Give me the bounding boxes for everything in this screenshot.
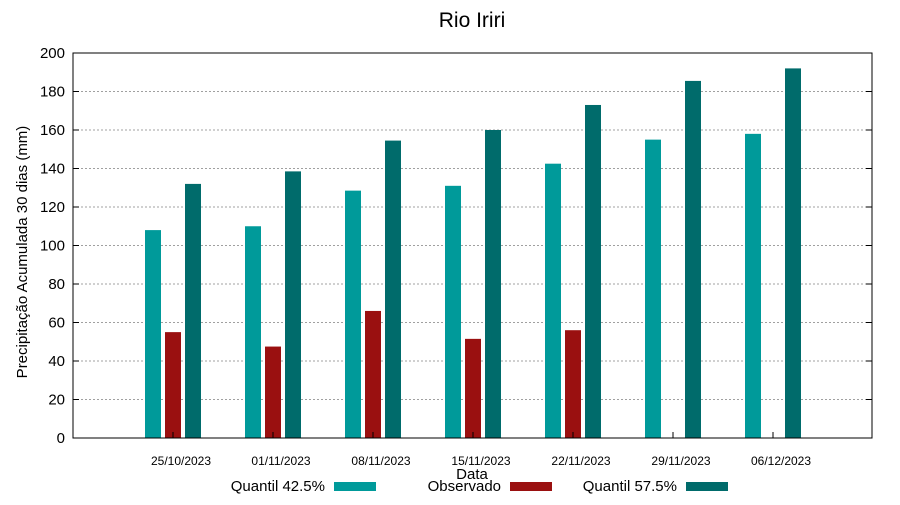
x-axis-ticks: 25/10/2023 01/11/2023 08/11/2023 15/11/2023… <box>151 432 811 468</box>
x-tick-label: 29/11/2023 <box>651 454 710 468</box>
y-tick-label: 100 <box>40 238 65 255</box>
bar-quantil-57-5-2 <box>385 140 401 438</box>
bar-quantil-57-5-0 <box>185 183 201 438</box>
y-axis-ticks: 0 20 40 60 80 100 120 140 160 180 200 <box>40 45 872 447</box>
y-tick-label: 140 <box>40 161 65 178</box>
legend-label: Observado <box>428 478 501 495</box>
x-tick-label: 15/11/2023 <box>451 454 510 468</box>
chart-title: Rio Iriri <box>439 9 506 32</box>
y-tick-label: 200 <box>40 45 65 62</box>
legend: Quantil 42.5% Observado Quantil 57.5% <box>231 478 728 495</box>
bar-quantil-57-5-5 <box>685 80 701 438</box>
bar-quantil-42-5-3 <box>445 185 461 438</box>
legend-label: Quantil 57.5% <box>583 478 677 495</box>
legend-swatch <box>686 482 728 491</box>
legend-label: Quantil 42.5% <box>231 478 325 495</box>
gridlines <box>73 91 872 400</box>
y-tick-label: 180 <box>40 84 65 101</box>
y-tick-label: 160 <box>40 122 65 139</box>
bar-quantil-42-5-1 <box>245 226 261 438</box>
bar-observado-4 <box>565 330 581 438</box>
bars <box>145 68 801 439</box>
bar-quantil-57-5-4 <box>585 104 601 438</box>
bar-quantil-57-5-6 <box>785 68 801 439</box>
x-tick-label: 08/11/2023 <box>351 454 410 468</box>
legend-swatch <box>510 482 552 491</box>
y-axis-label: Precipitação Acumulada 30 dias (mm) <box>14 126 31 379</box>
bar-observado-2 <box>365 310 381 438</box>
bar-observado-1 <box>265 346 281 438</box>
y-tick-label: 20 <box>48 392 65 409</box>
y-tick-label: 0 <box>57 430 65 447</box>
bar-quantil-57-5-3 <box>485 130 501 438</box>
y-tick-label: 80 <box>48 276 65 293</box>
legend-swatch <box>334 482 376 491</box>
x-tick-label: 25/10/2023 <box>151 454 211 468</box>
x-tick-label: 06/12/2023 <box>751 454 811 468</box>
x-tick-label: 22/11/2023 <box>551 454 610 468</box>
bar-observado-0 <box>165 332 181 438</box>
bar-quantil-42-5-4 <box>545 163 561 438</box>
x-tick-label: 01/11/2023 <box>251 454 310 468</box>
bar-quantil-42-5-0 <box>145 230 161 438</box>
y-tick-label: 60 <box>48 315 65 332</box>
x-axis-label: Data <box>456 466 488 483</box>
y-tick-label: 120 <box>40 199 65 216</box>
y-tick-label: 40 <box>48 353 65 370</box>
bar-quantil-42-5-6 <box>745 133 761 438</box>
bar-quantil-42-5-5 <box>645 139 661 438</box>
bar-quantil-42-5-2 <box>345 190 361 438</box>
bar-quantil-57-5-1 <box>285 171 301 438</box>
bar-observado-3 <box>465 338 481 438</box>
